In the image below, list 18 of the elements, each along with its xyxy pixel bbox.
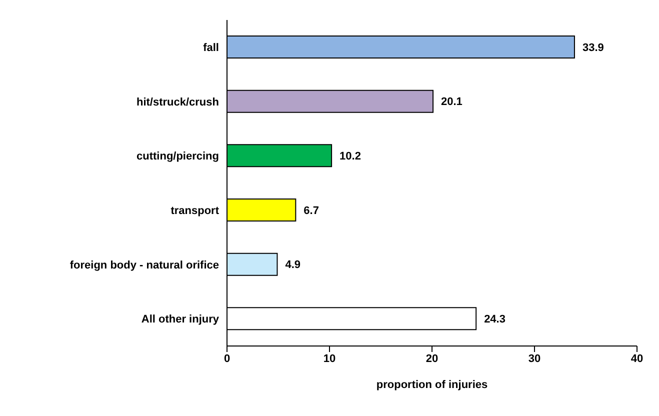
data-label: 10.2 (340, 150, 361, 163)
y-tick-label: hit/struck/crush (136, 96, 220, 108)
x-tick-label: 30 (528, 352, 541, 365)
y-tick-label: transport (170, 205, 220, 218)
x-tick-label: 10 (323, 352, 336, 365)
y-tick-label: cutting/piercing (136, 150, 219, 163)
data-label: 33.9 (582, 42, 604, 54)
data-label: 6.7 (304, 204, 319, 217)
x-tick-label: 20 (426, 352, 438, 365)
x-axis-title: proportion of injuries (376, 379, 488, 391)
y-tick-label: fall (203, 42, 219, 54)
x-tick-label: 40 (630, 352, 644, 365)
data-label: 24.3 (484, 314, 506, 326)
y-tick-label: All other injury (141, 314, 220, 326)
data-label: 20.1 (441, 96, 462, 108)
y-tick-label: foreign body - natural orifice (70, 259, 219, 272)
x-tick-label: 0 (224, 352, 230, 365)
data-label: 4.9 (285, 259, 301, 272)
